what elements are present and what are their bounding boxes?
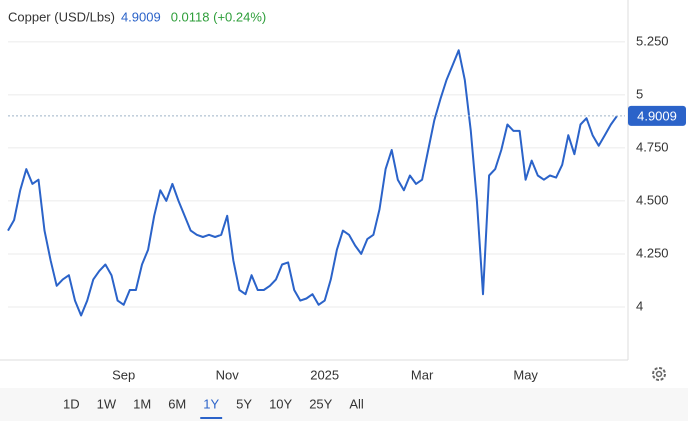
y-tick-label: 5.250 bbox=[636, 33, 669, 48]
range-button[interactable]: 6M bbox=[168, 396, 186, 411]
x-tick-label: Nov bbox=[216, 367, 240, 382]
y-tick-label: 5 bbox=[636, 86, 643, 101]
y-tick-label: 4.250 bbox=[636, 245, 669, 260]
range-button[interactable]: 10Y bbox=[269, 396, 292, 411]
x-tick-label: May bbox=[513, 367, 538, 382]
price-line bbox=[7, 49, 618, 317]
range-button[interactable]: 5Y bbox=[236, 396, 252, 411]
y-tick-label: 4 bbox=[636, 298, 643, 313]
x-tick-label: Sep bbox=[112, 367, 135, 382]
range-button[interactable]: 1W bbox=[97, 396, 117, 411]
y-tick-label: 4.500 bbox=[636, 192, 669, 207]
settings-icon[interactable] bbox=[652, 367, 666, 381]
range-button[interactable]: All bbox=[349, 396, 364, 411]
x-tick-label: 2025 bbox=[310, 367, 339, 382]
range-button[interactable]: 25Y bbox=[309, 396, 332, 411]
y-tick-label: 4.750 bbox=[636, 139, 669, 154]
price-change: 0.0118 (+0.24%) bbox=[171, 9, 267, 24]
range-button[interactable]: 1Y bbox=[203, 396, 219, 411]
x-tick-label: Mar bbox=[411, 367, 434, 382]
range-button[interactable]: 1M bbox=[133, 396, 151, 411]
price-tag-label: 4.9009 bbox=[637, 108, 677, 123]
price-tag bbox=[628, 105, 686, 126]
toolbar-background bbox=[0, 388, 688, 421]
range-button[interactable]: 1D bbox=[63, 396, 80, 411]
chart-title: Copper (USD/Lbs) bbox=[8, 9, 115, 24]
last-price: 4.9009 bbox=[121, 9, 161, 24]
